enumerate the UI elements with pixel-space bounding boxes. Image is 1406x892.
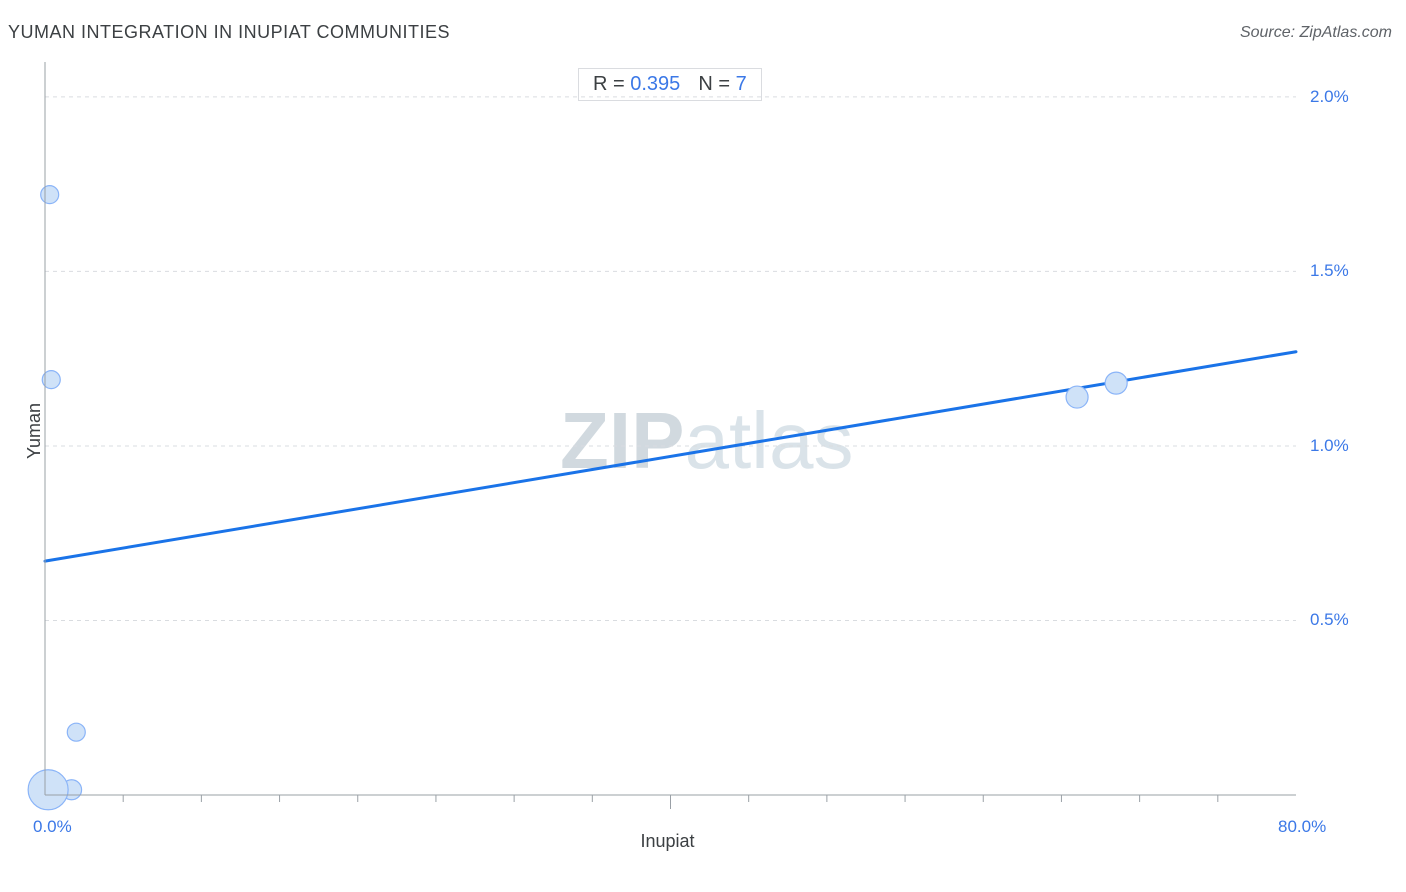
x-tick-label: 0.0%	[33, 817, 72, 837]
x-tick-label: 80.0%	[1278, 817, 1326, 837]
y-tick-label: 2.0%	[1310, 87, 1349, 107]
y-tick-label: 0.5%	[1310, 610, 1349, 630]
y-tick-label: 1.5%	[1310, 261, 1349, 281]
scatter-chart	[0, 0, 1406, 892]
y-tick-label: 1.0%	[1310, 436, 1349, 456]
